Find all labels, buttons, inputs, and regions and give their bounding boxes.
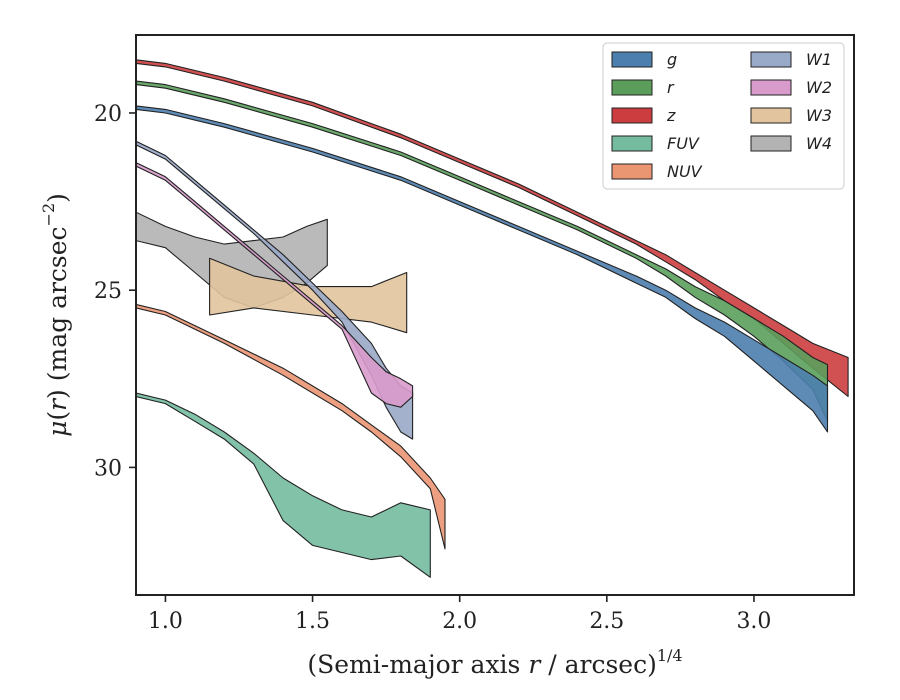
band-w2 — [136, 162, 414, 408]
band-nuv — [136, 303, 446, 550]
legend-label-w4: W4 — [806, 134, 832, 153]
legend-label-r: r — [667, 78, 675, 97]
legend-label-w1: W1 — [806, 50, 832, 69]
band-fuv — [136, 392, 431, 578]
x-tick-label: 3.0 — [736, 609, 771, 634]
x-axis-label: (Semi-major axis r / arcsec)1/4 — [307, 646, 682, 679]
legend-label-w2: W2 — [806, 78, 832, 97]
bands-layer — [136, 59, 849, 578]
legend-label-fuv: FUV — [667, 134, 700, 153]
band-w1 — [136, 140, 414, 440]
legend-label-nuv: NUV — [667, 162, 703, 181]
legend-swatch-w4 — [750, 135, 792, 152]
plot-frame — [135, 34, 855, 596]
x-tick-label: 2.5 — [589, 609, 624, 634]
legend-swatch-w2 — [750, 79, 792, 96]
legend-swatch-w1 — [750, 51, 792, 68]
x-tick-label: 2.0 — [442, 609, 477, 634]
y-tick-label: 20 — [94, 102, 122, 127]
legend-swatch-r — [611, 79, 653, 96]
band-z — [136, 59, 849, 398]
legend-swatch-w3 — [750, 107, 792, 124]
legend-swatch-z — [611, 107, 653, 124]
legend-swatch-fuv — [611, 135, 653, 152]
legend-label-g: g — [667, 50, 677, 69]
ticks-layer: 1.0 1.5 2.0 2.5 3.0 20 25 30 — [94, 102, 771, 634]
band-g — [136, 105, 829, 433]
legend-label-z: z — [666, 106, 676, 125]
x-tick-label: 1.5 — [295, 609, 330, 634]
legend-label-w3: W3 — [806, 106, 832, 125]
x-tick-label: 1.0 — [148, 609, 183, 634]
y-axis-label: μ(r) (mag arcsec−2) — [39, 193, 72, 437]
y-tick-label: 25 — [94, 279, 122, 304]
legend-swatch-nuv — [611, 163, 653, 180]
legend-swatch-g — [611, 51, 653, 68]
y-tick-label: 30 — [94, 456, 122, 481]
band-w3 — [209, 257, 408, 334]
legend: grz FUV NUV W1 W2 W3 W4 — [602, 42, 845, 190]
